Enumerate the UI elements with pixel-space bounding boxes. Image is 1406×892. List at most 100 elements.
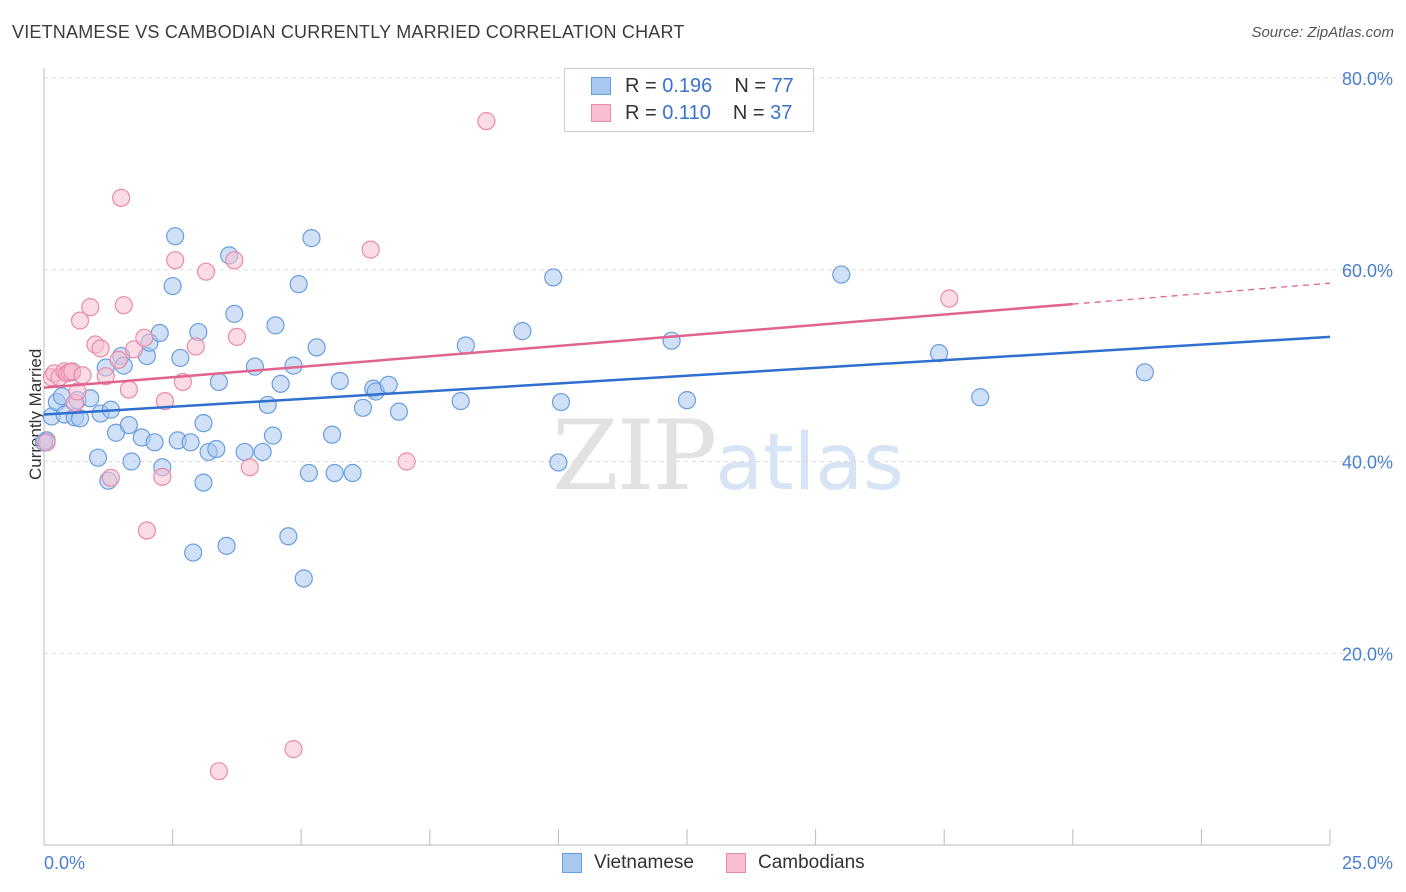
y-tick-label: 40.0%: [1342, 453, 1393, 473]
vietnamese-point: [1135, 363, 1154, 382]
cambodian-point: [240, 458, 259, 477]
bottom-legend-label: Vietnamese: [594, 852, 694, 873]
cambodian-point: [940, 289, 959, 308]
legend: R = 0.196 N = 77 R = 0.110 N = 37: [564, 68, 814, 132]
vietnamese-point: [266, 316, 285, 335]
cambodian-point: [96, 367, 115, 386]
cambodian-trend-extension: [1072, 282, 1331, 305]
cambodian-point: [137, 521, 156, 540]
cambodian-point: [109, 350, 128, 369]
vietnamese-point: [662, 331, 681, 350]
cambodian-point: [361, 240, 380, 259]
bottom-legend: Vietnamese Cambodians: [562, 852, 897, 874]
vietnamese-point: [279, 527, 298, 546]
y-tick-label: 60.0%: [1342, 261, 1393, 281]
cambodian-point: [37, 433, 56, 452]
vietnamese-point: [307, 338, 326, 357]
vietnamese-point: [389, 402, 409, 421]
watermark: ZIPatlas: [552, 400, 904, 512]
vietnamese-point: [513, 322, 532, 341]
legend-n-value: 37: [770, 101, 793, 124]
vietnamese-point: [544, 268, 563, 287]
bottom-swatch-cambodians: [726, 853, 746, 873]
vietnamese-point: [549, 453, 568, 472]
vietnamese-point: [271, 374, 290, 393]
chart-title: VIETNAMESE VS CAMBODIAN CURRENTLY MARRIE…: [12, 22, 685, 42]
chart-source: Source: ZipAtlas.com: [1251, 24, 1394, 41]
vietnamese-point: [194, 473, 213, 492]
vietnamese-point: [677, 391, 697, 410]
vietnamese-point: [245, 357, 265, 376]
vietnamese-point: [379, 375, 398, 394]
cambodian-point: [114, 296, 133, 315]
vietnamese-point: [832, 265, 851, 284]
bottom-legend-vietnamese[interactable]: Vietnamese: [562, 852, 694, 874]
vietnamese-point: [119, 415, 138, 435]
cambodian-point: [166, 251, 185, 270]
legend-n-label: N =: [734, 74, 766, 97]
cambodian-point: [112, 188, 131, 207]
watermark-atlas: atlas: [715, 418, 904, 508]
vietnamese-point: [451, 391, 470, 411]
cambodian-point: [70, 311, 90, 330]
vietnamese-point: [209, 372, 228, 392]
bottom-swatch-vietnamese: [562, 853, 582, 873]
vietnamese-point: [258, 395, 277, 415]
bottom-legend-cambodians[interactable]: Cambodians: [726, 852, 865, 874]
vietnamese-point: [122, 452, 141, 471]
vietnamese-point: [235, 442, 254, 462]
vietnamese-point: [184, 543, 203, 562]
y-tick-label: 80.0%: [1342, 69, 1393, 89]
legend-r-label: R =: [625, 74, 657, 97]
vietnamese-point: [551, 392, 571, 412]
vietnamese-point: [194, 414, 213, 433]
vietnamese-point: [181, 433, 200, 452]
legend-swatch-cambodians: [591, 104, 611, 122]
vietnamese-point: [263, 426, 283, 445]
vietnamese-point: [456, 336, 475, 355]
cambodian-point: [101, 468, 120, 487]
cambodian-point: [186, 337, 205, 356]
vietnamese-point: [284, 356, 303, 375]
cambodian-point: [196, 262, 216, 281]
vietnamese-point: [325, 463, 344, 483]
vietnamese-point: [253, 442, 272, 462]
legend-swatch-vietnamese: [591, 77, 611, 95]
cambodian-point: [119, 380, 138, 399]
vietnamese-point: [299, 463, 319, 483]
legend-r-label: R =: [625, 101, 657, 124]
cambodian-point: [477, 112, 496, 131]
cambodian-trend-line: [43, 302, 1073, 389]
y-tick-label: 20.0%: [1342, 644, 1393, 664]
vietnamese-point: [217, 536, 236, 555]
vietnamese-point: [145, 433, 164, 452]
cambodian-point: [153, 467, 172, 486]
vietnamese-point: [302, 229, 321, 248]
vietnamese-point: [225, 304, 244, 323]
watermark-zip: ZIP: [552, 400, 717, 512]
legend-row-cambodians: R = 0.110 N = 37: [591, 101, 792, 125]
cambodian-point: [73, 366, 92, 385]
vietnamese-point: [353, 398, 373, 417]
vietnamese-point: [207, 439, 226, 459]
legend-n-value: 77: [771, 74, 794, 97]
cambodian-point: [209, 762, 228, 781]
cambodian-point: [227, 327, 246, 346]
vietnamese-point: [171, 348, 190, 368]
legend-n-label: N =: [732, 101, 765, 124]
legend-r-value: 0.196: [662, 74, 713, 97]
vietnamese-point: [343, 463, 362, 483]
vietnamese-trend-line: [43, 335, 1331, 416]
cambodian-point: [155, 391, 174, 411]
x-tick-label: 25.0%: [1342, 853, 1393, 873]
cambodian-point: [68, 382, 87, 401]
legend-row-vietnamese: R = 0.196 N = 77: [591, 74, 794, 98]
legend-r-value: 0.110: [662, 101, 711, 124]
vietnamese-point: [163, 276, 182, 296]
cambodian-point: [135, 328, 154, 347]
x-tick-label: 0.0%: [44, 853, 85, 873]
vietnamese-point: [971, 388, 990, 407]
cambodian-point: [284, 740, 303, 759]
vietnamese-point: [294, 569, 313, 588]
